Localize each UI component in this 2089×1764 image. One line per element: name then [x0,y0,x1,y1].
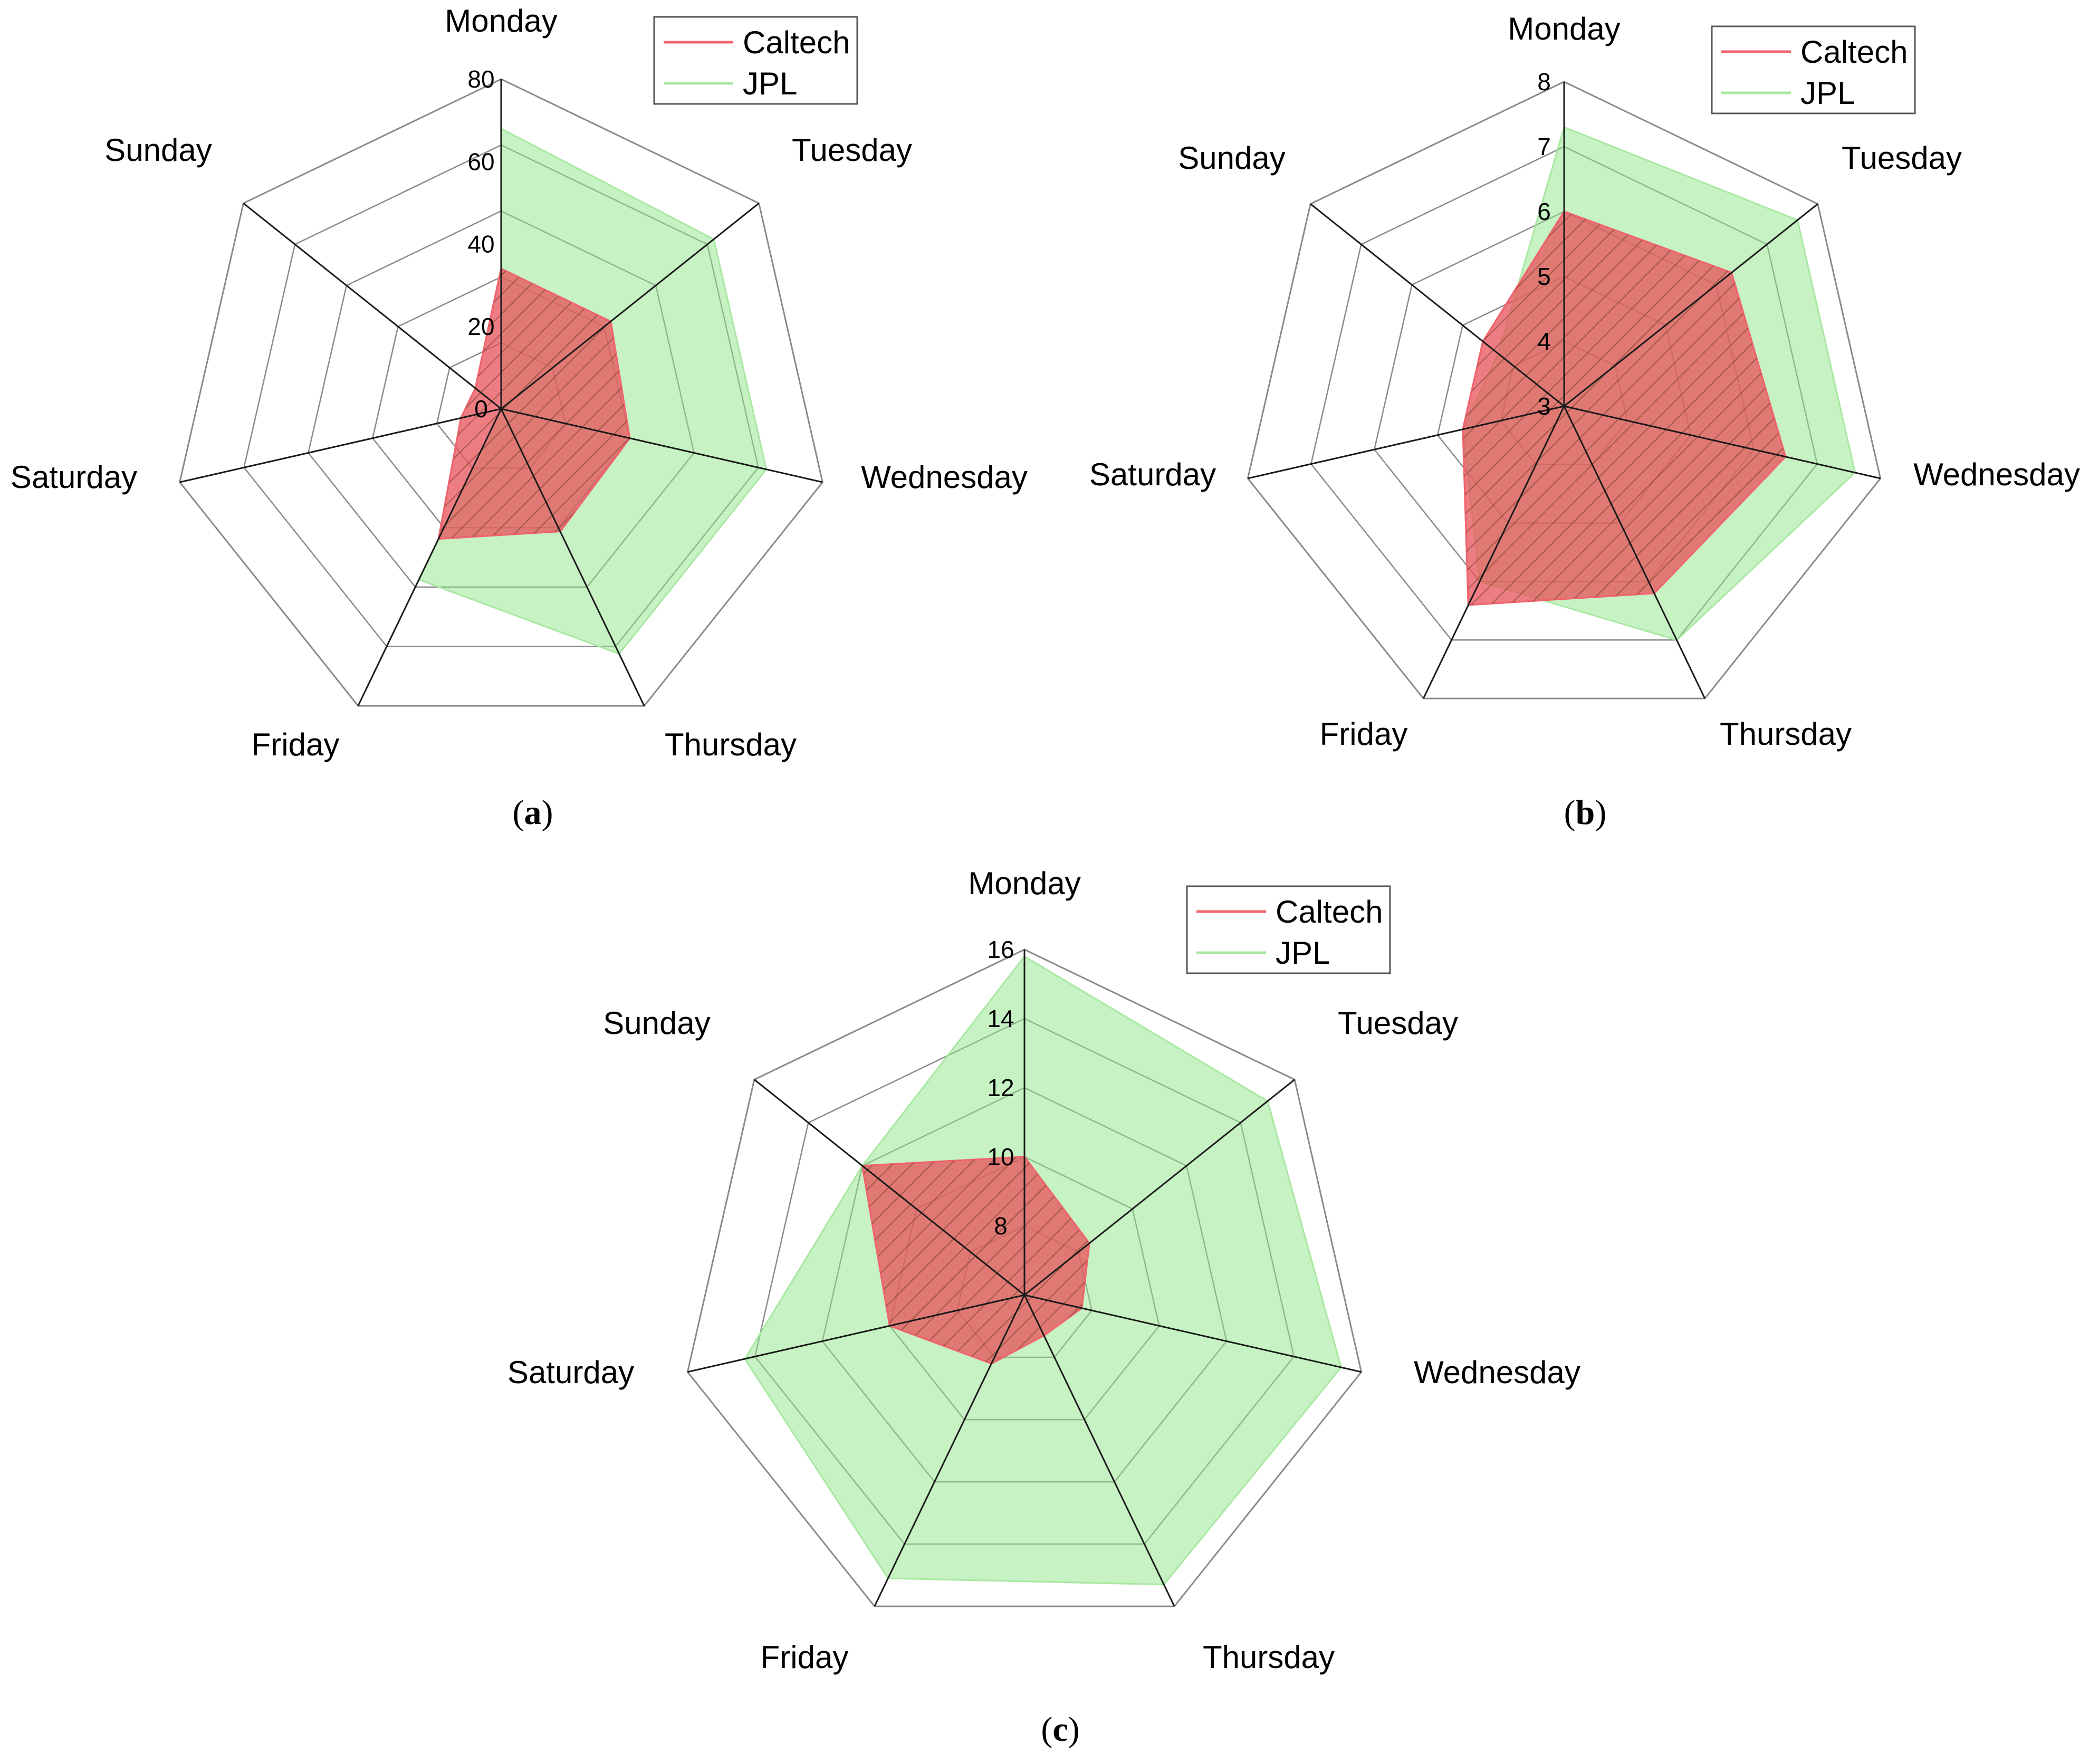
axis-spoke-tuesday [501,203,760,410]
axis-spoke-friday [874,1295,1026,1607]
category-label-tuesday: Tuesday [792,132,912,168]
radar-panel-b: 3 4 5 6 7 8 Monday Tuesday Wednesday Thursday Frid… [1089,11,2080,832]
radial-tick-label: 3 [1537,392,1551,420]
radial-tick-label: 60 [467,148,494,175]
category-label-sunday: Sunday [1178,140,1286,176]
category-label-saturday: Saturday [1089,457,1216,492]
radial-tick-label: 8 [994,1212,1008,1240]
axis-spoke-tuesday [1024,1079,1296,1296]
legend-label-jpl: JPL [1800,75,1855,111]
radial-tick-label: 8 [1537,68,1551,95]
radial-tick-label: 7 [1537,133,1551,160]
category-label-thursday: Thursday [1720,716,1852,752]
category-label-thursday: Thursday [1203,1640,1335,1675]
legend-box [1711,25,1916,114]
grid-ring [1247,81,1882,699]
series-caltech-hatch [1463,212,1786,605]
panel-label-a: (a) [513,793,553,832]
radial-tick-label: 40 [467,231,494,258]
radial-tick-label: 10 [987,1143,1014,1171]
axis-spoke-thursday [1563,406,1706,699]
axis-spoke-thursday [500,408,645,706]
radial-tick-label: 6 [1537,198,1551,225]
axis-spoke-thursday [1023,1295,1175,1607]
category-label-friday: Friday [761,1640,849,1675]
category-label-friday: Friday [1320,716,1408,752]
legend-label-caltech: Caltech [1800,34,1908,70]
legend-box [1186,885,1391,974]
radial-tick-label: 14 [987,1005,1014,1032]
legend-label-caltech: Caltech [1276,894,1383,929]
legend-box [653,16,858,105]
axis-spoke-tuesday [1564,203,1818,407]
legend: Caltech JPL [1186,885,1391,974]
category-label-monday: Monday [1508,11,1620,46]
radar-panel-a: 0 20 40 60 80 Monday Tuesday Wednesday Thursday F… [11,3,1028,832]
grid-ring [686,948,1363,1607]
axis-spoke-wednesday [1564,405,1881,480]
category-label-sunday: Sunday [603,1005,711,1041]
category-label-wednesday: Wednesday [1913,457,2080,492]
category-label-monday: Monday [445,3,557,39]
category-label-sunday: Sunday [104,132,212,168]
category-label-saturday: Saturday [507,1355,634,1390]
legend-label-jpl: JPL [1276,935,1330,971]
axis-spoke-sunday [243,203,502,410]
radial-tick-label: 20 [467,313,494,340]
legend-label-jpl: JPL [743,66,797,101]
category-label-thursday: Thursday [665,727,797,762]
panel-letter: a [524,793,542,832]
category-label-monday: Monday [968,866,1080,901]
axis-spoke-sunday [1310,203,1565,407]
radial-tick-label: 80 [467,65,494,93]
legend: Caltech JPL [1711,25,1916,114]
radial-tick-label: 16 [987,936,1014,963]
radial-tick-label: 4 [1537,328,1551,355]
radial-tick-label: 5 [1537,263,1551,290]
axis-spoke-saturday [1248,405,1565,480]
axis-spoke-wednesday [501,408,823,483]
radial-tick-label: 0 [474,395,488,423]
category-label-friday: Friday [252,727,340,762]
category-label-wednesday: Wednesday [861,459,1028,495]
grid-ring [179,78,823,707]
category-label-tuesday: Tuesday [1338,1005,1458,1041]
legend: Caltech JPL [653,16,858,105]
axis-spoke-friday [1422,406,1565,699]
axis-spoke-saturday [179,408,502,483]
category-label-tuesday: Tuesday [1842,140,1962,176]
axis-spoke-wednesday [1024,1294,1362,1373]
panel-letter: b [1576,793,1595,832]
category-label-wednesday: Wednesday [1414,1355,1580,1390]
radar-panel-c: 8 10 12 14 16 Monday Tuesday Wednesday Thursday F… [507,866,1580,1749]
axis-spoke-friday [357,408,502,706]
radial-tick-label: 12 [987,1074,1014,1101]
panel-label-b: (b) [1564,793,1607,832]
panel-letter: c [1052,1710,1068,1749]
axis-spoke-saturday [687,1294,1025,1373]
series-caltech-hatch [438,269,630,539]
legend-label-caltech: Caltech [743,25,850,60]
axis-spoke-sunday [753,1079,1025,1296]
category-label-saturday: Saturday [11,459,137,495]
panel-label-c: (c) [1041,1710,1079,1749]
